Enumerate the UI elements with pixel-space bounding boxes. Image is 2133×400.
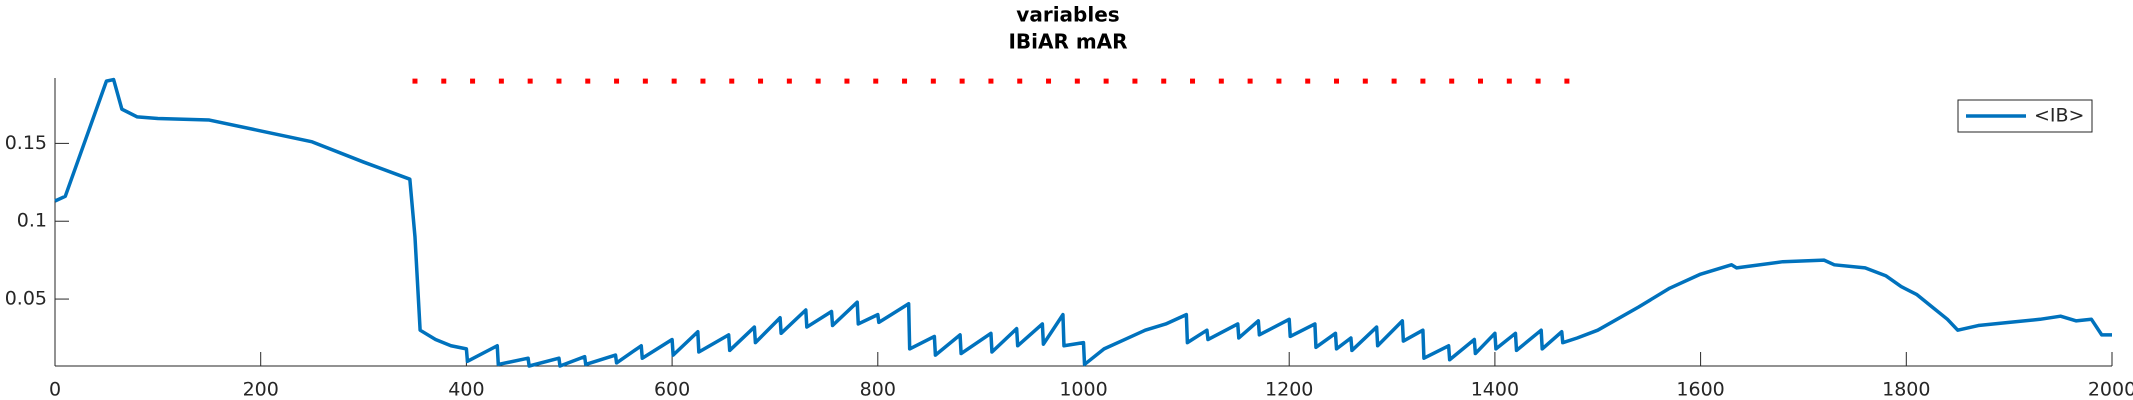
data-line	[54, 77, 2112, 368]
marker-dot	[1103, 78, 1109, 84]
marker-dot	[585, 78, 591, 84]
marker-dot	[1420, 78, 1426, 84]
legend-label: <IB>	[2034, 105, 2084, 127]
marker-dot	[441, 78, 447, 84]
x-tick-label: 200	[243, 379, 279, 400]
marker-dot	[671, 78, 677, 84]
marker-dot	[1305, 78, 1311, 84]
marker-dot	[873, 78, 879, 84]
marker-dot	[1046, 78, 1052, 84]
marker-dot	[412, 78, 418, 84]
x-tick-label: 400	[448, 379, 484, 400]
y-tick-label: 0.05	[5, 288, 47, 310]
marker-dot	[729, 78, 735, 84]
marker-dot	[614, 78, 620, 84]
marker-dot	[959, 78, 965, 84]
marker-dot	[1017, 78, 1023, 84]
marker-dot	[930, 78, 936, 84]
x-tick-label: 1000	[1059, 379, 1107, 400]
marker-dot	[1362, 78, 1368, 84]
marker-dot	[1190, 78, 1196, 84]
marker-dot	[902, 78, 908, 84]
marker-dot	[988, 78, 994, 84]
x-tick-label: 800	[860, 379, 896, 400]
marker-dot	[1391, 78, 1397, 84]
marker-dot	[1478, 78, 1484, 84]
chart-subtitle: IBiAR mAR	[1008, 30, 1127, 54]
y-tick-label: 0.15	[5, 132, 47, 154]
x-tick-label: 1800	[1882, 379, 1930, 400]
marker-dot	[1535, 78, 1541, 84]
marker-dot	[556, 78, 562, 84]
marker-dot	[470, 78, 476, 84]
chart-title: variables	[1016, 3, 1119, 27]
marker-dot	[1506, 78, 1512, 84]
marker-dot	[1132, 78, 1138, 84]
marker-dot	[1161, 78, 1167, 84]
x-tick-label: 1600	[1676, 379, 1724, 400]
marker-dot	[786, 78, 792, 84]
y-tick-label: 0.1	[17, 210, 47, 232]
marker-dot	[844, 78, 850, 84]
x-tick-label: 2000	[2088, 379, 2133, 400]
marker-dot	[1074, 78, 1080, 84]
marker-dot	[1276, 78, 1282, 84]
marker-dot	[642, 78, 648, 84]
marker-dot	[1449, 78, 1455, 84]
x-tick-label: 0	[49, 379, 61, 400]
x-tick-label: 1200	[1265, 379, 1313, 400]
marker-dot	[527, 78, 533, 84]
marker-dot	[1334, 78, 1340, 84]
marker-dot	[1564, 78, 1570, 84]
marker-dot	[1247, 78, 1253, 84]
marker-dot	[1218, 78, 1224, 84]
marker-dot	[700, 78, 706, 84]
x-tick-label: 600	[654, 379, 690, 400]
marker-dot	[815, 78, 821, 84]
marker-dot	[758, 78, 764, 84]
x-tick-label: 1400	[1471, 379, 1519, 400]
marker-dot	[498, 78, 504, 84]
